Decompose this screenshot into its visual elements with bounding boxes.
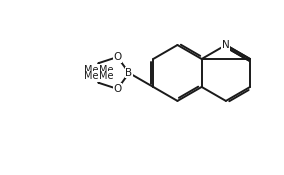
- Text: O: O: [113, 84, 122, 94]
- Text: Me: Me: [99, 71, 114, 81]
- Text: Me: Me: [84, 65, 98, 75]
- Text: N: N: [222, 40, 230, 50]
- Text: Me: Me: [99, 65, 114, 75]
- Text: Me: Me: [84, 71, 98, 81]
- Text: O: O: [113, 52, 122, 62]
- Text: B: B: [126, 68, 133, 78]
